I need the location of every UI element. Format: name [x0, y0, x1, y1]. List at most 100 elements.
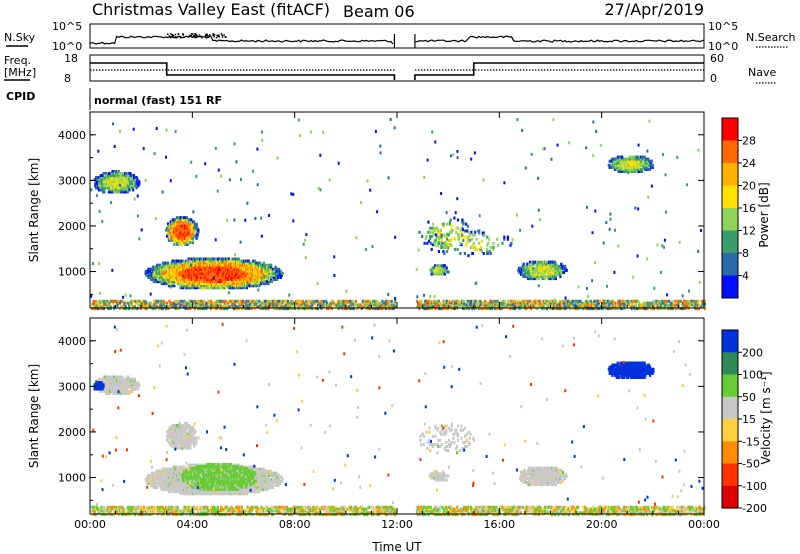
power-ground-cell: [394, 299, 397, 303]
power-cell: [189, 284, 192, 288]
power-ground-cell: [203, 305, 206, 309]
power-cell: [465, 229, 468, 233]
power-cell: [470, 230, 473, 234]
power-sparse-cell: [292, 192, 295, 196]
power-sparse-cell: [650, 184, 653, 188]
power-sparse-cell: [99, 291, 101, 295]
power-cell: [165, 267, 168, 271]
power-cell: [442, 270, 446, 274]
noise-point: [190, 34, 192, 37]
power-ground-cell: [617, 301, 620, 305]
power-cell: [554, 273, 557, 276]
power-ground-cell: [641, 307, 644, 311]
power-cell: [453, 247, 457, 251]
power-ground-cell: [611, 303, 614, 307]
power-ground-cell: [529, 305, 533, 309]
power-cell: [496, 243, 500, 247]
power-ground-cell: [159, 305, 162, 309]
power-ground-cell: [678, 299, 681, 303]
power-ground-cell: [351, 301, 354, 305]
power-cell: [115, 178, 118, 182]
power-ground-cell: [311, 301, 314, 305]
power-ground-cell: [658, 303, 661, 307]
power-cell: [241, 286, 244, 290]
power-cell: [144, 271, 147, 275]
power-ground-cell: [587, 301, 590, 305]
power-cell: [558, 270, 561, 274]
power-ground-cell: [513, 307, 516, 311]
power-sparse-cell: [416, 295, 419, 299]
power-ground-cell: [245, 307, 248, 311]
power-cell: [482, 231, 485, 235]
power-ground-cell: [212, 303, 215, 307]
power-cell: [183, 238, 186, 242]
power-cell: [467, 254, 470, 258]
power-ground-cell: [701, 301, 704, 305]
power-ground-cell: [474, 305, 477, 309]
power-ground-cell: [382, 303, 385, 307]
power-cell: [132, 184, 136, 188]
power-ground-cell: [609, 307, 612, 311]
power-ground-cell: [277, 301, 280, 305]
power-ground-cell: [94, 303, 97, 307]
power-ground-cell: [338, 303, 341, 307]
power-ground-cell: [175, 303, 178, 307]
power-cell: [191, 238, 195, 242]
power-ground-cell: [235, 307, 238, 311]
power-ground-cell: [679, 307, 682, 311]
power-ground-cell: [443, 303, 446, 307]
power-ground-cell: [475, 303, 478, 307]
power-cell: [174, 236, 177, 240]
power-cell: [258, 284, 261, 288]
power-ground-cell: [635, 307, 638, 311]
power-sparse-cell: [328, 178, 331, 182]
power-cell: [455, 230, 458, 234]
power-ground-cell: [447, 307, 450, 311]
power-sparse-cell: [613, 228, 616, 232]
power-ground-cell: [273, 307, 276, 311]
power-ground-cell: [153, 305, 156, 309]
power-cell: [614, 157, 617, 161]
power-cell: [195, 257, 198, 261]
power-cell: [196, 232, 199, 236]
power-ground-cell: [630, 307, 633, 311]
power-ground-cell: [127, 301, 130, 305]
power-ground-cell: [106, 303, 109, 307]
power-sparse-cell: [387, 292, 390, 296]
power-sparse-cell: [233, 142, 236, 146]
power-ground-cell: [597, 301, 600, 305]
power-ground-cell: [276, 307, 279, 311]
power-ground-cell: [259, 303, 262, 307]
power-cell: [114, 186, 117, 190]
power-ground-cell: [481, 301, 484, 305]
power-cell: [157, 263, 160, 267]
power-cell: [443, 252, 446, 255]
power-ground-cell: [101, 305, 104, 309]
power-sparse-cell: [697, 249, 700, 253]
power-cell: [168, 265, 171, 269]
power-cell: [523, 266, 526, 270]
power-ground-cell: [427, 307, 430, 311]
power-ground-cell: [132, 307, 135, 311]
power-ground-cell: [394, 301, 397, 305]
power-ground-cell: [534, 305, 537, 309]
power-ground-cell: [511, 305, 514, 309]
power-cell: [189, 240, 192, 244]
power-cell: [213, 284, 216, 288]
power-cell: [480, 250, 483, 253]
power-cell: [150, 276, 154, 279]
power-ground-cell: [323, 303, 326, 307]
power-ground-cell: [456, 305, 459, 309]
power-ground-cell: [480, 301, 483, 305]
power-ground-cell: [566, 299, 569, 303]
power-ground-cell: [283, 305, 286, 309]
power-cell: [253, 261, 256, 265]
power-ground-cell: [352, 303, 355, 307]
velocity-cell: [104, 375, 107, 379]
power-sparse-cell: [585, 146, 588, 150]
power-ground-cell: [363, 301, 366, 305]
power-cell: [197, 230, 200, 234]
power-cell: [455, 226, 458, 230]
power-ground-cell: [292, 301, 295, 305]
power-cell: [441, 245, 444, 249]
